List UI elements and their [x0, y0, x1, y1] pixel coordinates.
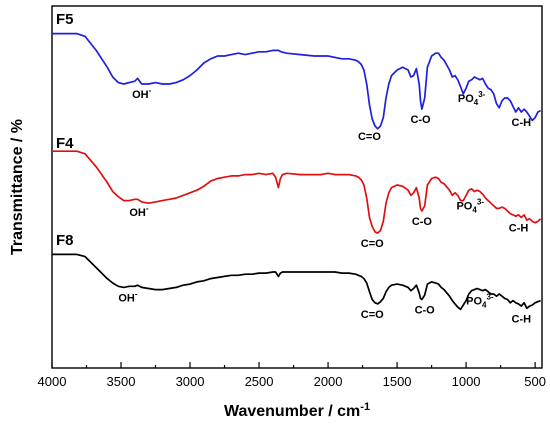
annotation-f8-10: OH-	[118, 289, 138, 304]
x-tick-label-3000: 3000	[176, 374, 205, 389]
x-tick-label-2500: 2500	[245, 374, 274, 389]
series-labels: F5 F4 F8	[56, 11, 74, 249]
series-line-f4	[52, 150, 542, 234]
annotation-f8-13: PO43-	[466, 293, 494, 310]
annotation-f4-7: C-O	[412, 216, 433, 228]
annotation-f5-2: C-O	[410, 114, 431, 126]
x-axis-title-sup: -1	[360, 401, 370, 413]
annotation-f5-4: C-H	[512, 117, 532, 129]
annotation-f5-3: PO43-	[458, 90, 486, 107]
x-axis-title-text: Wavenumber / cm	[224, 403, 360, 420]
annotation-f8-14: C-H	[512, 313, 532, 325]
x-axis-title: Wavenumber / cm-1	[224, 401, 370, 420]
x-axis-ticks: 4000 3500 3000 2500 2000 1500 1000 500	[38, 362, 546, 389]
series-label-f4: F4	[56, 135, 74, 152]
plot-frame	[51, 5, 543, 369]
annotation-f8-11: C=O	[361, 309, 384, 321]
series-label-f8: F8	[56, 232, 74, 249]
peak-annotations: OH- C=O C-O PO43- C-H OH- C=O C-O PO43- C-H OH- C=O…	[118, 86, 531, 325]
annotation-f4-5: OH-	[129, 204, 149, 219]
series-curves	[52, 32, 542, 311]
annotation-f4-6: C=O	[361, 238, 384, 250]
x-tick-label-2000: 2000	[314, 374, 343, 389]
x-tick-label-500: 500	[524, 374, 546, 389]
annotation-f5-0: OH-	[132, 86, 152, 101]
series-label-f5: F5	[56, 11, 74, 28]
annotation-f5-1: C=O	[358, 131, 381, 143]
y-axis-title: Transmittance / %	[9, 119, 26, 255]
x-tick-label-3500: 3500	[107, 374, 136, 389]
x-tick-label-4000: 4000	[38, 374, 67, 389]
annotation-f4-9: C-H	[509, 223, 529, 235]
annotation-f8-12: C-O	[415, 305, 436, 317]
x-tick-label-1500: 1500	[383, 374, 412, 389]
annotation-f4-8: PO43-	[456, 197, 484, 214]
series-line-f5	[52, 32, 541, 130]
series-line-f8	[52, 253, 541, 311]
x-tick-label-1000: 1000	[452, 374, 481, 389]
